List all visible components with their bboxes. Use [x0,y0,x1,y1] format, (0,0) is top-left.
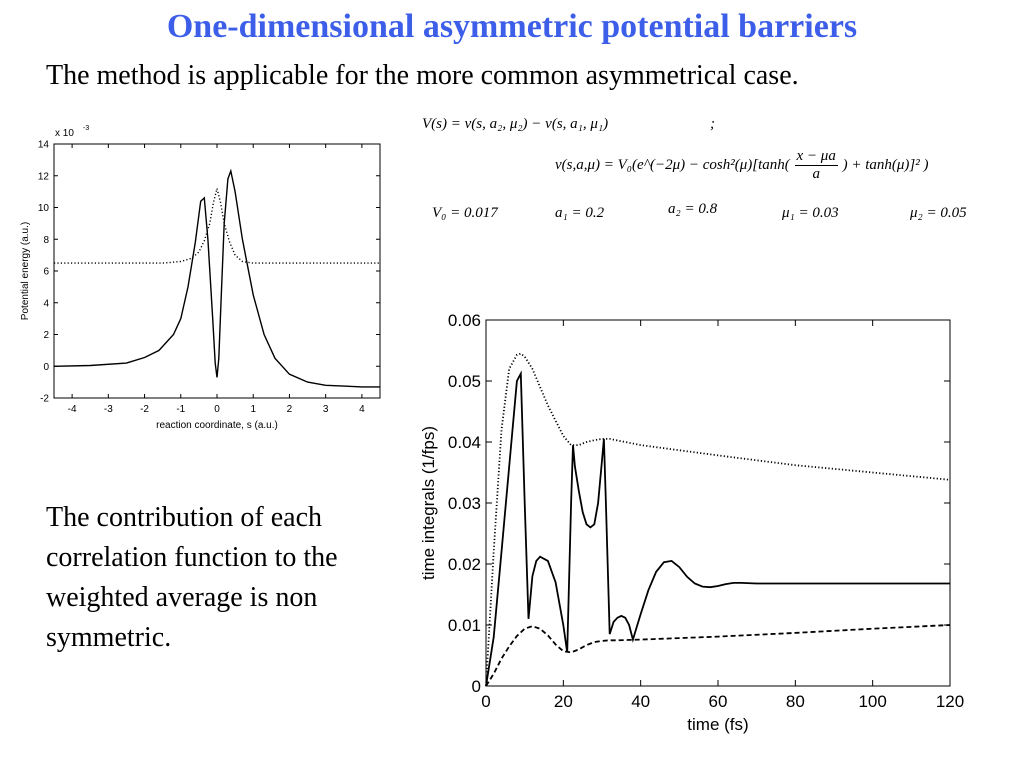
y-tick-label: 2 [43,330,49,341]
y-axis-label: time integrals (1/fps) [419,426,438,580]
y-tick-label: 0 [43,362,49,373]
series-line-dotted [54,188,380,264]
x-tick-label: 0 [481,692,490,711]
x-tick-label: -1 [176,404,185,415]
x-tick-label: 40 [631,692,650,711]
y-tick-label: 14 [38,140,50,151]
equation-separator: ; [710,116,715,132]
time-integrals-chart: 0 20 40 60 80 100 120 0 0.01 0.02 0.03 0.04 0.05 0.06… [419,311,964,734]
series-line-solid [485,370,950,687]
y-tick-label: 4 [43,298,49,309]
series-line-solid [53,168,380,388]
param-v0: V₀ = 0.017 [432,205,498,221]
y-tick-label: 0.03 [448,494,481,513]
series-line-dotted [485,352,951,687]
equation-v-definition: V(s) = ν(s, a₂, μ₂) − ν(s, a₁, μ₁) [422,116,609,132]
y-tick-label: 0.02 [448,555,481,574]
y-exponent-label: x 10 [55,128,74,139]
x-tick-label: -4 [68,404,77,415]
y-tick-label: -2 [40,394,49,405]
y-tick-label: 0.05 [448,372,481,391]
y-tick-label: 8 [43,235,49,246]
param-mu1: μ₁ = 0.03 [782,205,839,221]
y-tick-label: 10 [38,203,50,214]
x-tick-label: -2 [140,404,149,415]
equation-nu-fraction-numerator: x − μa [794,148,838,166]
y-tick-label: 0.01 [448,616,481,635]
equation-nu-fraction: x − μa a [794,148,838,183]
param-a1: a₁ = 0.2 [555,205,605,221]
slide-subtitle: The method is applicable for the more co… [46,60,799,91]
y-axis-label: Potential energy (a.u.) [20,222,31,320]
x-tick-label: 80 [786,692,805,711]
y-tick-label: 12 [38,171,50,182]
plot-frame [53,143,381,399]
x-tick-label: 1 [250,404,256,415]
x-tick-label: 60 [709,692,728,711]
x-tick-label: 4 [359,404,365,415]
equation-nu-fraction-denominator: a [812,166,820,182]
x-tick-label: 20 [554,692,573,711]
x-tick-label: 3 [323,404,329,415]
equation-nu-right: ) + tanh(μ)]² ) [842,156,929,173]
body-text: The contribution of each correlation fun… [46,502,338,653]
x-axis-label: time (fs) [687,715,748,734]
slide-title: One-dimensional asymmetric potential bar… [166,8,858,45]
equation-nu-definition: ν(s,a,μ) = V₀(e^(−2μ) − cosh²(μ)[tanh( x… [555,148,928,183]
plot-frame [485,319,951,687]
x-axis-label: reaction coordinate, s (a.u.) [156,420,278,431]
y-exponent-value: -3 [83,125,89,132]
param-a2: a₂ = 0.8 [668,201,718,217]
y-tick-label: 6 [43,267,49,278]
x-tick-label: 100 [858,692,886,711]
x-tick-label: 2 [287,404,293,415]
param-mu2: μ₂ = 0.05 [910,205,967,221]
series-line-dashed [485,624,951,687]
y-tick-label: 0 [472,677,481,696]
x-tick-label: -3 [104,404,113,415]
y-tick-label: 0.06 [448,311,481,330]
x-tick-label: 120 [936,692,964,711]
y-tick-label: 0.04 [448,433,481,452]
x-tick-label: 0 [214,404,220,415]
equation-nu-left: ν(s,a,μ) = V₀(e^(−2μ) − cosh²(μ)[tanh( [555,156,790,173]
